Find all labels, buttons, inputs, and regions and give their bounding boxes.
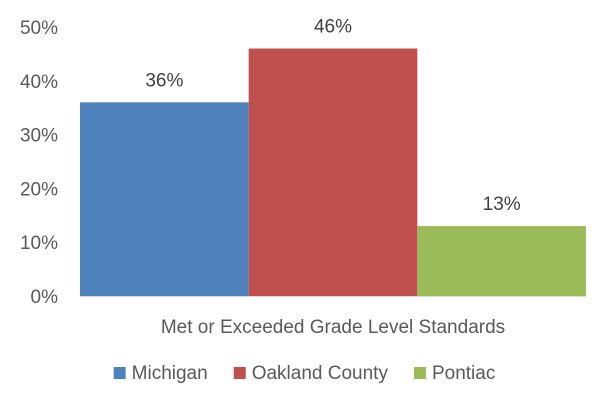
y-axis-ticks: 0% 10% 20% 30% 40% 50%	[20, 18, 58, 308]
y-tick-label: 40%	[20, 72, 58, 93]
bar-oakland-county	[248, 48, 418, 296]
bar-michigan	[80, 102, 249, 296]
legend-item-michigan: Michigan	[113, 363, 208, 384]
y-tick-label: 0%	[31, 287, 59, 308]
y-tick-label: 10%	[20, 233, 58, 254]
x-category-label: Met or Exceeded Grade Level Standards	[161, 317, 505, 338]
legend-swatch	[233, 367, 246, 379]
x-axis-categories: Met or Exceeded Grade Level Standards	[161, 317, 505, 338]
legend: Michigan Oakland County Pontiac	[113, 363, 495, 384]
legend-item-pontiac: Pontiac	[413, 363, 495, 384]
y-tick-label: 20%	[20, 179, 58, 200]
legend-swatch	[113, 367, 126, 379]
legend-label: Michigan	[132, 363, 208, 384]
bar-pontiac	[417, 226, 586, 296]
legend-label: Pontiac	[432, 363, 495, 384]
data-label-oakland-county: 46%	[314, 17, 352, 38]
legend-swatch	[413, 367, 426, 379]
bars	[80, 48, 586, 296]
data-labels: 36% 46% 13%	[145, 17, 520, 216]
legend-item-oakland-county: Oakland County	[233, 363, 389, 384]
data-label-michigan: 36%	[145, 70, 183, 91]
legend-label: Oakland County	[252, 363, 389, 384]
y-tick-label: 30%	[20, 126, 58, 147]
y-tick-label: 50%	[20, 18, 58, 39]
data-label-pontiac: 13%	[483, 194, 521, 215]
